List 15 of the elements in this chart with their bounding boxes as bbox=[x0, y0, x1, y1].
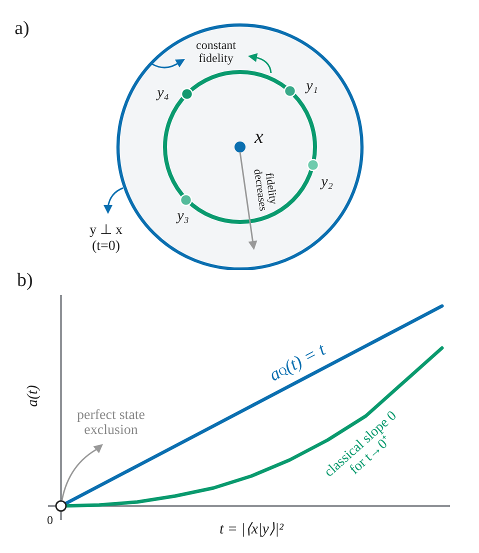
text: y₃ bbox=[175, 208, 189, 224]
y-axis-title: a(t) bbox=[25, 385, 41, 407]
text: 0 bbox=[47, 513, 53, 527]
text: y₂ bbox=[319, 174, 333, 190]
text: y₁ bbox=[304, 78, 318, 94]
text: y₄ bbox=[155, 85, 169, 101]
text: aQ(t) = t bbox=[266, 338, 330, 385]
text: y ⊥ x (t=0) bbox=[90, 223, 122, 254]
text: a) bbox=[14, 18, 30, 39]
x-axis-title: t = |⟨x|y⟩|² bbox=[220, 522, 284, 538]
text: constant fidelity bbox=[196, 38, 237, 65]
chart-title: b) bbox=[17, 270, 33, 291]
text: fidelity decreases bbox=[251, 168, 280, 212]
text: x bbox=[254, 126, 264, 148]
annotation: perfect state exclusion bbox=[76, 408, 146, 438]
